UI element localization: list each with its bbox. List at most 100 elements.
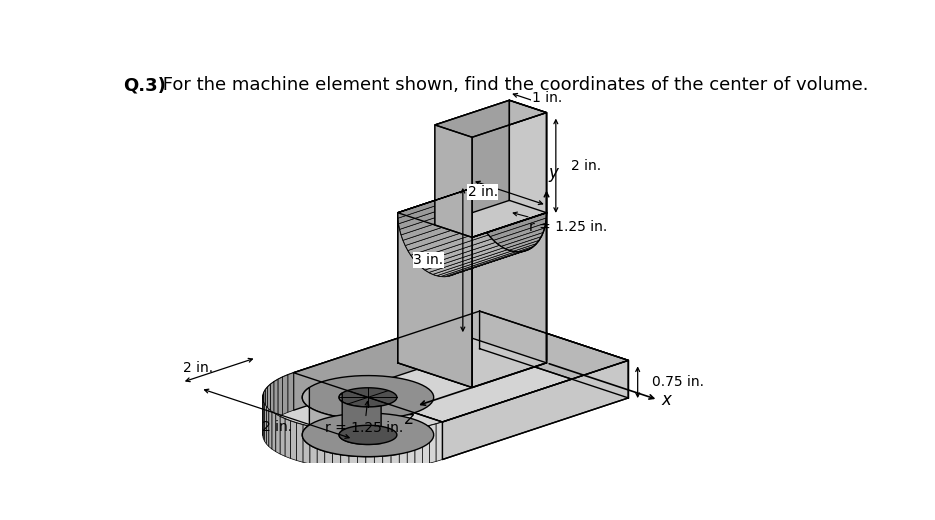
Polygon shape — [349, 432, 357, 470]
Polygon shape — [276, 414, 280, 454]
Polygon shape — [282, 375, 288, 414]
Text: For the machine element shown, find the coordinates of the center of volume.: For the machine element shown, find the … — [157, 76, 869, 94]
Polygon shape — [414, 235, 492, 264]
Polygon shape — [317, 428, 324, 466]
Polygon shape — [423, 426, 429, 465]
Polygon shape — [415, 427, 423, 466]
Text: r = 1.25 in.: r = 1.25 in. — [325, 401, 404, 435]
Text: 2 in.: 2 in. — [571, 159, 601, 173]
Polygon shape — [294, 311, 480, 410]
Polygon shape — [429, 248, 508, 275]
Polygon shape — [403, 216, 480, 245]
Text: r = 1.25 in.: r = 1.25 in. — [513, 212, 607, 235]
Polygon shape — [288, 373, 294, 412]
Polygon shape — [397, 188, 472, 363]
Polygon shape — [267, 384, 270, 424]
Polygon shape — [472, 113, 547, 237]
Polygon shape — [425, 245, 503, 272]
Polygon shape — [296, 423, 303, 462]
Polygon shape — [472, 188, 547, 363]
Polygon shape — [433, 250, 511, 276]
Polygon shape — [465, 237, 541, 265]
Polygon shape — [266, 406, 269, 447]
Polygon shape — [455, 246, 534, 274]
Polygon shape — [269, 409, 272, 449]
Polygon shape — [391, 431, 399, 469]
Polygon shape — [397, 213, 472, 387]
Polygon shape — [264, 389, 266, 430]
Polygon shape — [437, 251, 515, 277]
Polygon shape — [467, 232, 543, 262]
Text: y: y — [548, 163, 558, 181]
Polygon shape — [398, 193, 473, 224]
Polygon shape — [265, 404, 266, 444]
Polygon shape — [278, 377, 282, 417]
Polygon shape — [263, 373, 442, 432]
Polygon shape — [472, 213, 547, 243]
Polygon shape — [339, 425, 396, 445]
Polygon shape — [397, 188, 472, 218]
Text: Q.3): Q.3) — [123, 76, 165, 94]
Polygon shape — [436, 422, 442, 461]
Polygon shape — [280, 417, 285, 457]
Polygon shape — [471, 218, 546, 248]
Polygon shape — [429, 424, 436, 463]
Text: 1 in.: 1 in. — [532, 91, 562, 105]
Polygon shape — [399, 205, 476, 235]
Polygon shape — [339, 393, 381, 445]
Polygon shape — [442, 360, 628, 460]
Polygon shape — [264, 401, 265, 441]
Polygon shape — [472, 213, 547, 387]
Text: 0.75 in.: 0.75 in. — [652, 375, 704, 389]
Polygon shape — [339, 388, 396, 407]
Polygon shape — [449, 250, 526, 276]
Polygon shape — [468, 228, 544, 257]
Text: 2 in.: 2 in. — [262, 420, 292, 434]
Polygon shape — [357, 432, 366, 470]
Polygon shape — [310, 426, 317, 465]
Polygon shape — [294, 311, 628, 422]
Polygon shape — [302, 387, 397, 457]
Polygon shape — [405, 221, 482, 251]
Polygon shape — [418, 239, 496, 267]
Polygon shape — [421, 242, 499, 270]
Polygon shape — [462, 240, 539, 268]
Polygon shape — [470, 223, 546, 253]
Polygon shape — [435, 100, 547, 137]
Polygon shape — [435, 100, 510, 225]
Polygon shape — [397, 188, 472, 213]
Polygon shape — [408, 226, 485, 255]
Polygon shape — [408, 428, 415, 467]
Polygon shape — [472, 213, 547, 237]
Polygon shape — [291, 421, 296, 461]
Polygon shape — [382, 432, 391, 470]
Polygon shape — [333, 430, 340, 469]
Polygon shape — [303, 425, 310, 464]
Polygon shape — [324, 429, 333, 467]
Text: 2 in.: 2 in. — [468, 185, 497, 199]
Polygon shape — [441, 252, 519, 277]
Polygon shape — [435, 125, 472, 237]
Polygon shape — [397, 213, 472, 387]
Polygon shape — [366, 432, 374, 470]
Polygon shape — [374, 432, 382, 470]
Polygon shape — [272, 412, 276, 452]
Polygon shape — [510, 100, 547, 213]
Polygon shape — [398, 199, 474, 229]
Polygon shape — [399, 430, 408, 468]
Polygon shape — [274, 379, 278, 419]
Text: 3 in.: 3 in. — [413, 253, 443, 267]
Text: 2 in.: 2 in. — [183, 361, 213, 375]
Polygon shape — [270, 382, 274, 422]
Polygon shape — [340, 431, 349, 469]
Polygon shape — [401, 210, 478, 240]
Text: z: z — [405, 410, 413, 428]
Text: x: x — [661, 391, 671, 409]
Polygon shape — [302, 375, 434, 419]
Polygon shape — [445, 252, 523, 277]
Polygon shape — [459, 244, 537, 271]
Polygon shape — [285, 419, 291, 459]
Polygon shape — [266, 387, 267, 427]
Polygon shape — [410, 230, 488, 259]
Polygon shape — [453, 249, 530, 275]
